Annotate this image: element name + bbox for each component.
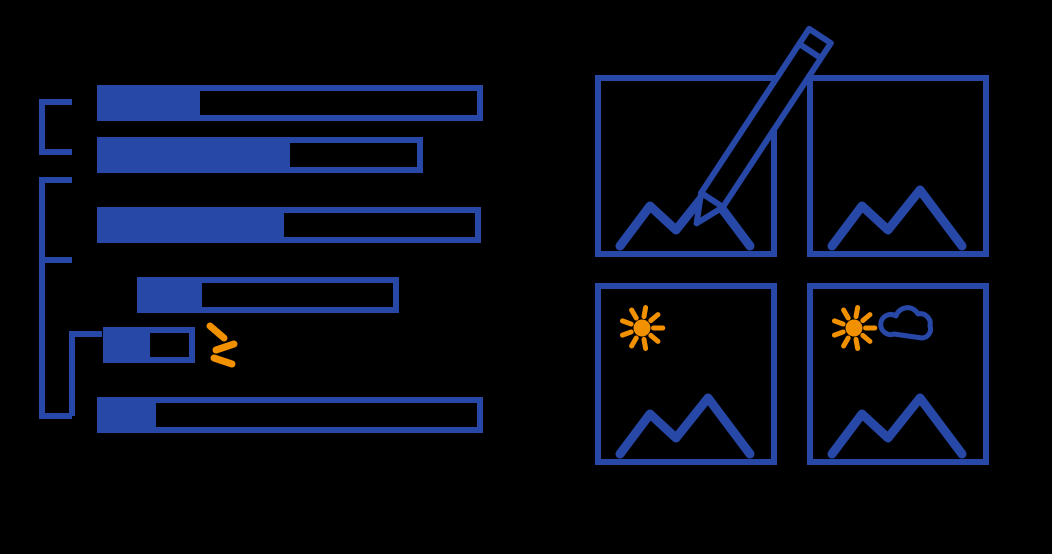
progress-bar-outline-5: [100, 400, 480, 430]
sun-icon: [622, 308, 662, 349]
progress-bar-fill-3: [140, 280, 202, 310]
mountain-icon: [832, 190, 962, 246]
progress-bar-2: [100, 210, 478, 240]
progress-bar-4: [106, 330, 192, 360]
right-image-grid: [598, 29, 986, 462]
progress-bar-5: [100, 400, 480, 430]
tree-connector-1: [42, 180, 72, 416]
click-burst-ray-1: [216, 344, 234, 350]
progress-bar-3: [140, 280, 396, 310]
click-burst-ray-0: [210, 326, 224, 338]
mountain-icon: [832, 398, 962, 454]
click-burst-ray-2: [214, 358, 232, 364]
sun-icon: [834, 308, 874, 349]
mountain-icon: [620, 398, 750, 454]
progress-bar-1: [100, 140, 420, 170]
click-burst-icon: [210, 326, 234, 364]
image-frame-2: [598, 286, 774, 462]
progress-bar-fill-4: [106, 330, 150, 360]
tree-connector-0: [42, 102, 72, 152]
left-tree-diagram: [42, 88, 480, 430]
cloud-icon: [881, 308, 931, 338]
image-frame-border-1: [810, 78, 986, 254]
image-frame-border-2: [598, 286, 774, 462]
progress-bar-fill-2: [100, 210, 284, 240]
progress-bar-fill-0: [100, 88, 200, 118]
progress-bar-0: [100, 88, 480, 118]
progress-bar-fill-5: [100, 400, 156, 430]
image-frame-1: [810, 78, 986, 254]
progress-bar-fill-1: [100, 140, 290, 170]
